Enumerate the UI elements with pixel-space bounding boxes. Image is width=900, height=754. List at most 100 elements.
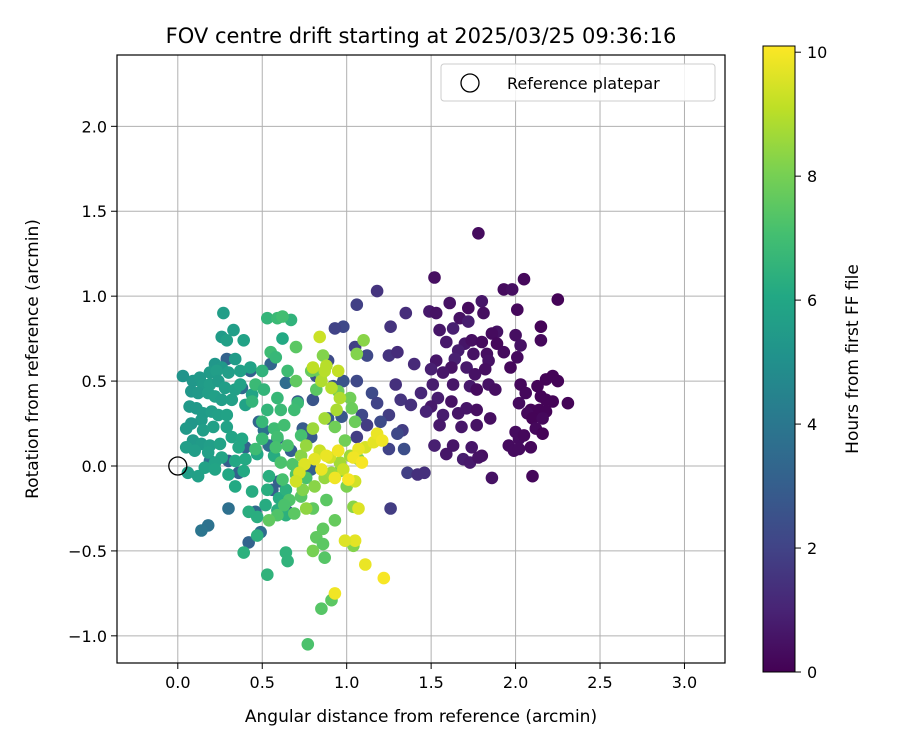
data-point [237,334,250,347]
data-point [191,386,205,400]
data-point [315,463,328,476]
data-point [191,469,205,483]
data-point [232,441,245,454]
data-point [465,334,479,347]
data-point [301,638,315,651]
data-point [288,507,301,520]
data-point [328,514,342,527]
data-point [490,337,504,351]
data-point [517,272,531,286]
grid [117,55,725,663]
data-point [195,413,208,427]
data-point [455,420,468,434]
data-point [277,498,291,512]
data-point [225,393,239,407]
data-point [237,546,250,559]
data-point [201,446,215,459]
data-point [511,303,524,317]
data-point [245,395,259,408]
data-point [477,306,490,320]
data-point [534,320,548,334]
data-point [218,381,232,395]
data-point [419,405,433,418]
data-point [228,480,242,493]
data-point [370,396,384,410]
data-point [220,334,234,347]
data-point [389,378,403,391]
data-point [551,293,565,306]
y-tick-label: 0.0 [82,457,107,476]
data-point [299,439,313,452]
data-point [261,483,274,497]
data-point [308,480,321,493]
data-point [497,345,511,359]
data-point [306,422,320,435]
data-point [328,420,342,434]
data-point [316,537,330,551]
colorbar-tick-label: 2 [807,539,817,558]
data-point [274,456,288,469]
data-point [375,434,389,447]
data-point [308,452,321,466]
data-point [306,393,320,407]
data-point [462,301,475,315]
data-points [168,227,575,651]
data-point [460,361,473,374]
data-point [345,402,359,415]
data-point [318,412,332,425]
data-point [429,306,443,320]
data-point [467,347,480,361]
data-point [222,366,235,379]
y-tick-label: 2.0 [82,117,107,136]
data-point [433,323,446,337]
data-point [261,403,274,417]
data-point [397,442,411,456]
data-point [519,386,532,400]
data-point [357,334,370,347]
data-point [509,328,522,342]
data-point [440,447,453,461]
data-point [306,544,320,558]
data-point [517,429,531,442]
data-point [337,374,350,388]
legend-label: Reference platepar [507,74,660,93]
colorbar-label: Hours from first FF file [843,264,863,454]
data-point [289,374,303,388]
data-point [512,442,526,456]
data-point [222,502,235,515]
data-point [377,571,391,585]
data-point [225,430,239,444]
data-point [179,422,193,435]
data-point [470,403,484,417]
data-point [279,483,293,497]
data-point [343,391,357,405]
reference-platepar-marker [168,456,188,476]
data-point [338,534,352,547]
data-point [222,468,235,481]
x-tick-label: 3.0 [672,673,697,692]
data-point [249,442,262,456]
data-point [318,551,332,564]
data-point [561,396,575,410]
data-point [188,444,201,458]
x-tick-label: 0.5 [250,673,275,692]
data-point [234,378,247,391]
data-point [244,361,257,374]
data-point [299,502,313,515]
data-point [352,502,365,515]
chart-title: FOV centre drift starting at 2025/03/25 … [166,24,677,48]
colorbar-tick-label: 8 [807,167,817,186]
data-point [348,534,362,547]
data-point [382,408,396,422]
data-point [399,306,413,320]
data-point [276,310,289,323]
data-point [288,403,301,417]
data-point [196,424,210,437]
data-point [281,554,294,568]
data-point [536,427,549,441]
x-tick-label: 1.5 [418,673,443,692]
data-point [262,469,276,483]
data-point [198,461,212,475]
data-point [215,393,228,407]
data-point [255,432,269,446]
